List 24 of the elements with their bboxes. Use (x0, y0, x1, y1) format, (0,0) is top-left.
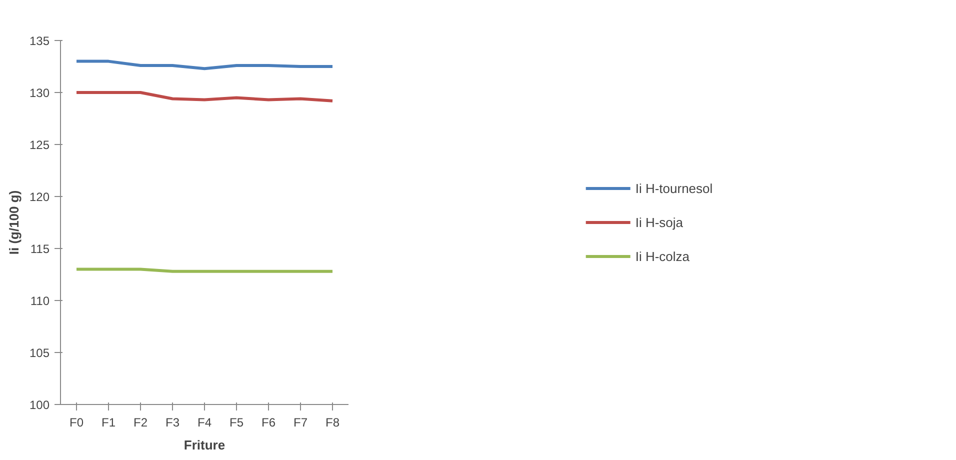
x-tick-label: F4 (198, 416, 212, 430)
y-tick-label: 115 (30, 242, 50, 256)
y-tick-label: 100 (29, 398, 50, 412)
y-tick-label: 120 (29, 190, 50, 204)
x-tick-label: F8 (326, 416, 340, 430)
y-tick-label: 125 (29, 138, 50, 152)
legend-label: Ii H-soja (635, 214, 684, 230)
y-tick-label: 130 (29, 86, 50, 100)
line-series (75, 91, 334, 102)
x-tick-label: F1 (102, 416, 116, 430)
x-tick-label: F6 (262, 416, 276, 430)
y-axis-title: Ii (g/100 g) (6, 190, 22, 255)
y-tick-label: 110 (30, 294, 50, 308)
line-series (75, 60, 334, 70)
y-tick-label: 135 (29, 34, 50, 48)
y-tick-label: 105 (29, 346, 50, 360)
x-tick-label: F0 (70, 416, 84, 430)
legend-label: Ii H-tournesol (635, 180, 713, 196)
x-tick-label: F5 (230, 416, 244, 430)
x-axis-title: Friture (184, 438, 226, 452)
legend-label: Ii H-colza (635, 248, 690, 264)
x-tick-label: F2 (134, 416, 148, 430)
x-tick-label: F3 (166, 416, 180, 430)
x-tick-label: F7 (294, 416, 308, 430)
